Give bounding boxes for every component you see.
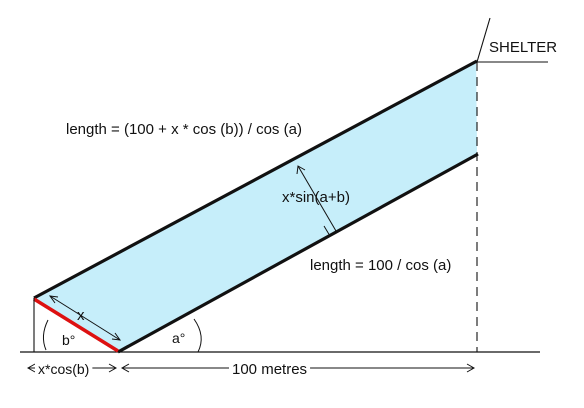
red-segment-x bbox=[33, 297, 119, 353]
perpendicular-arrow bbox=[297, 165, 337, 232]
right-angle-mark bbox=[323, 225, 341, 237]
bottom-left-arrowhead-l bbox=[26, 363, 36, 373]
bottom-left-label-backdrop bbox=[35, 361, 93, 377]
shelter-label: SHELTER bbox=[489, 39, 557, 56]
bottom-left-label: x*cos(b) bbox=[38, 361, 89, 377]
bottom-left-arrowhead-r bbox=[108, 363, 118, 373]
slope-band-fill bbox=[34, 62, 477, 352]
bottom-distance-label: 100 metres bbox=[232, 361, 307, 378]
bottom-distance-arrowhead-l bbox=[120, 363, 130, 373]
length-lower-label: length = 100 / cos (a) bbox=[310, 257, 451, 274]
x-arrowhead-end bbox=[111, 332, 122, 341]
x-arrowhead-start bbox=[48, 295, 59, 304]
angle-b-arc bbox=[42, 319, 49, 351]
bottom-distance-label-backdrop bbox=[229, 361, 311, 378]
bottom-distance-arrowhead-r bbox=[466, 363, 476, 373]
angle-a-arc bbox=[193, 318, 202, 353]
length-upper-label: length = (100 + x * cos (b)) / cos (a) bbox=[66, 121, 302, 138]
shelter-slant-line bbox=[476, 17, 491, 63]
angle-a-label: a° bbox=[172, 330, 185, 346]
lower-slope-line bbox=[117, 152, 479, 354]
x-label: x bbox=[77, 307, 85, 324]
x-arrow bbox=[49, 295, 121, 341]
upper-slope-line bbox=[33, 59, 478, 300]
perpendicular-arrowhead bbox=[296, 165, 306, 175]
perpendicular-label: x*sin(a+b) bbox=[282, 189, 350, 206]
angle-b-label: b° bbox=[62, 332, 75, 348]
